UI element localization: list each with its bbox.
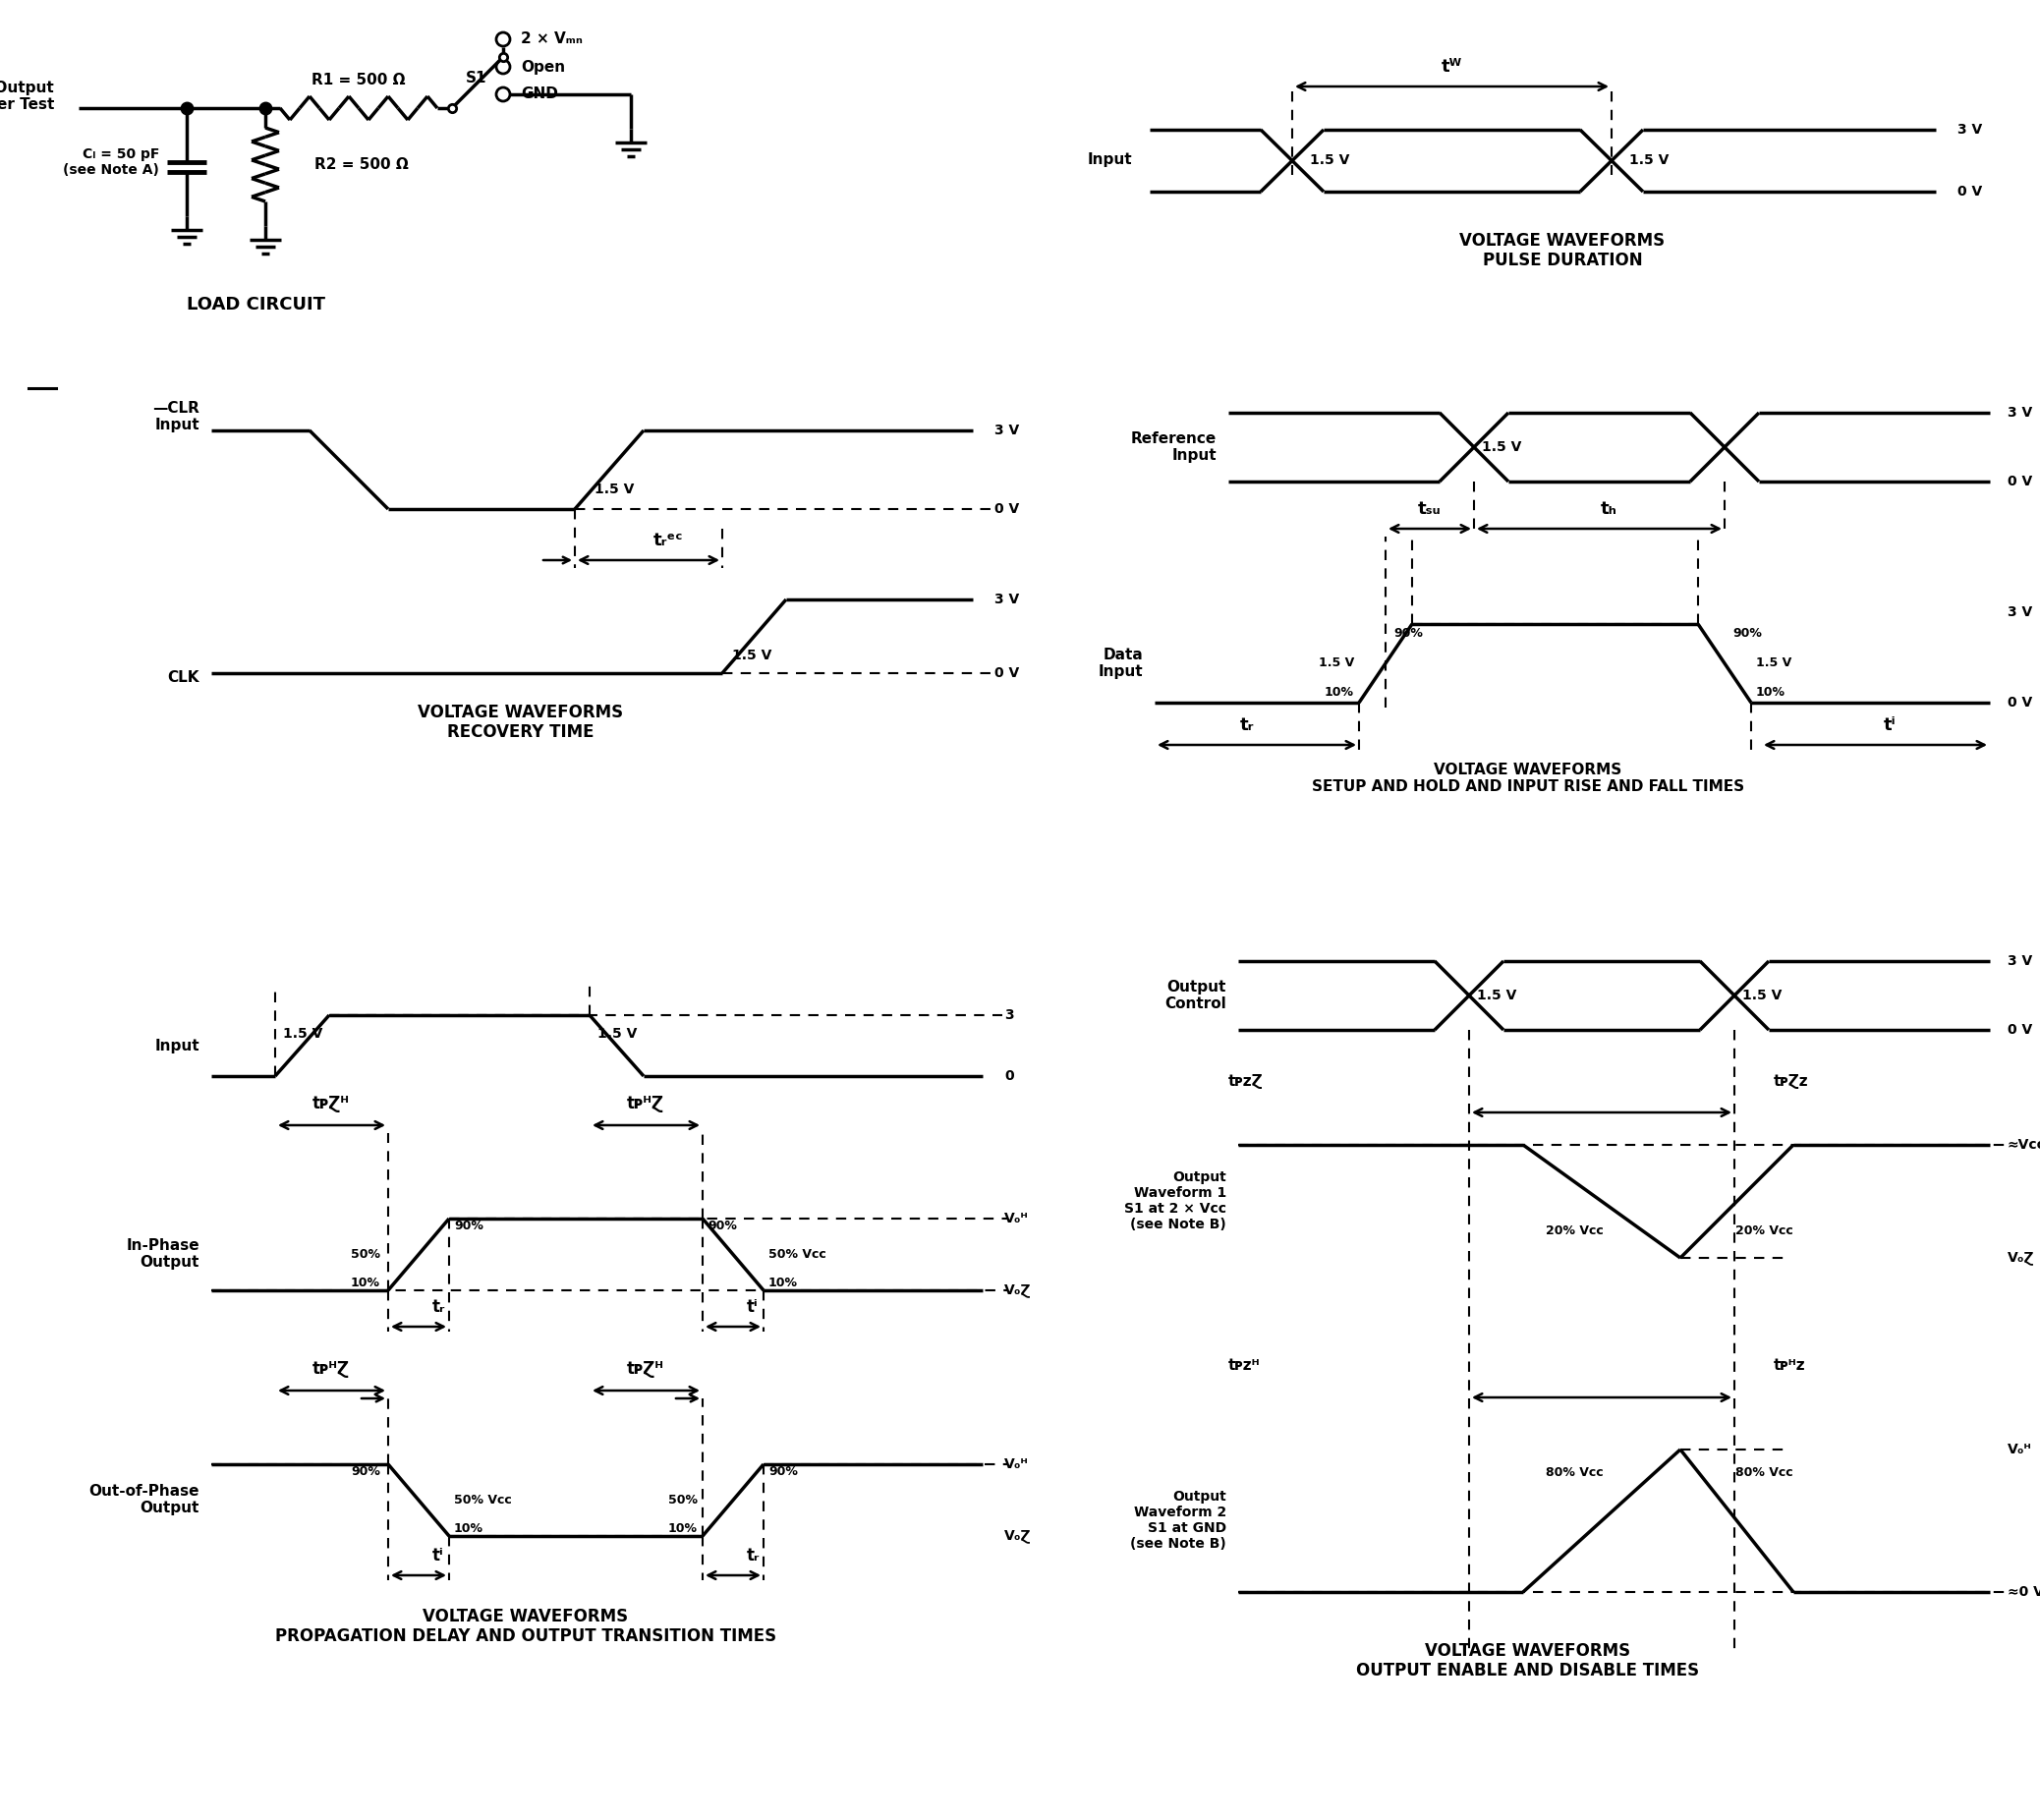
- Text: tᴘᴴᴢ: tᴘᴴᴢ: [1773, 1358, 1805, 1374]
- Text: ≈Vᴄᴄ: ≈Vᴄᴄ: [2007, 1138, 2040, 1152]
- Text: 1.5 V: 1.5 V: [1481, 440, 1522, 453]
- Text: tᵂ: tᵂ: [1440, 58, 1463, 76]
- Text: tᴘᴴⱿ: tᴘᴴⱿ: [312, 1360, 349, 1378]
- Text: tₛᵤ: tₛᵤ: [1418, 501, 1442, 519]
- Text: 1.5 V: 1.5 V: [1310, 153, 1350, 167]
- Text: tᵣ: tᵣ: [747, 1547, 759, 1565]
- Text: Input: Input: [155, 1037, 200, 1054]
- Text: 50%: 50%: [669, 1494, 698, 1507]
- Text: tᴘᴢᴴ: tᴘᴢᴴ: [1228, 1358, 1261, 1374]
- Text: VOLTAGE WAVEFORMS
OUTPUT ENABLE AND DISABLE TIMES: VOLTAGE WAVEFORMS OUTPUT ENABLE AND DISA…: [1357, 1642, 1699, 1680]
- Text: 0 V: 0 V: [1958, 186, 1983, 198]
- Text: tᴘⱿᴴ: tᴘⱿᴴ: [626, 1360, 665, 1378]
- Text: 90%: 90%: [1732, 628, 1763, 641]
- Text: Output
Waveform 1
S1 at 2 × Vᴄᴄ
(see Note B): Output Waveform 1 S1 at 2 × Vᴄᴄ (see Not…: [1124, 1170, 1226, 1232]
- Text: 1.5 V: 1.5 V: [1742, 988, 1781, 1003]
- Text: 50%: 50%: [351, 1249, 379, 1261]
- Text: S1: S1: [465, 71, 488, 86]
- Text: tᵣ: tᵣ: [1240, 717, 1255, 733]
- Text: Data
Input: Data Input: [1098, 648, 1142, 679]
- Text: VₒⱿ: VₒⱿ: [1004, 1283, 1032, 1298]
- Text: tⁱ: tⁱ: [432, 1547, 445, 1565]
- Text: VOLTAGE WAVEFORMS
SETUP AND HOLD AND INPUT RISE AND FALL TIMES: VOLTAGE WAVEFORMS SETUP AND HOLD AND INP…: [1312, 763, 1744, 794]
- Text: 10%: 10%: [669, 1523, 698, 1536]
- Text: 90%: 90%: [351, 1465, 379, 1478]
- Text: 90%: 90%: [769, 1465, 798, 1478]
- Text: tᴘᴴⱿ: tᴘᴴⱿ: [626, 1096, 665, 1112]
- Text: tⁱ: tⁱ: [747, 1298, 759, 1316]
- Text: Open: Open: [520, 60, 565, 75]
- Text: Cₗ = 50 pF
(see Note A): Cₗ = 50 pF (see Note A): [63, 147, 159, 177]
- Text: 1.5 V: 1.5 V: [732, 648, 771, 662]
- Text: 3: 3: [1004, 1008, 1014, 1023]
- Text: LOAD CIRCUIT: LOAD CIRCUIT: [186, 297, 324, 313]
- Text: 10%: 10%: [455, 1523, 483, 1536]
- Text: 10%: 10%: [769, 1278, 798, 1290]
- Text: 1.5 V: 1.5 V: [594, 482, 634, 497]
- Text: tᵣ: tᵣ: [432, 1298, 445, 1316]
- Text: tᴘⱿᴢ: tᴘⱿᴢ: [1773, 1074, 1809, 1088]
- Text: 20% Vᴄᴄ: 20% Vᴄᴄ: [1546, 1225, 1603, 1238]
- Text: 3 V: 3 V: [1958, 122, 1983, 136]
- Text: VₒⱿ: VₒⱿ: [2007, 1250, 2034, 1265]
- Text: 1.5 V: 1.5 V: [1630, 153, 1669, 167]
- Text: 50% Vᴄᴄ: 50% Vᴄᴄ: [769, 1249, 826, 1261]
- Text: 10%: 10%: [1324, 686, 1355, 699]
- Text: VₒⱿ: VₒⱿ: [1004, 1529, 1032, 1543]
- Text: 0 V: 0 V: [2007, 695, 2032, 710]
- Text: 80% Vᴄᴄ: 80% Vᴄᴄ: [1736, 1467, 1793, 1480]
- Text: tₕ: tₕ: [1599, 501, 1618, 519]
- Text: 90%: 90%: [1393, 628, 1422, 641]
- Text: 50% Vᴄᴄ: 50% Vᴄᴄ: [455, 1494, 512, 1507]
- Text: 20% Vᴄᴄ: 20% Vᴄᴄ: [1734, 1225, 1793, 1238]
- Text: 0: 0: [1004, 1068, 1014, 1083]
- Text: Vₒᴴ: Vₒᴴ: [1004, 1212, 1028, 1225]
- Text: R1 = 500 Ω: R1 = 500 Ω: [312, 73, 406, 87]
- Text: tᴘⱿᴴ: tᴘⱿᴴ: [312, 1096, 349, 1112]
- Text: Vₒᴴ: Vₒᴴ: [2007, 1443, 2032, 1456]
- Text: tᵣᵉᶜ: tᵣᵉᶜ: [653, 531, 683, 550]
- Text: Output
Control: Output Control: [1165, 979, 1226, 1012]
- Text: R2 = 500 Ω: R2 = 500 Ω: [314, 158, 408, 173]
- Text: In-Phase
Output: In-Phase Output: [126, 1238, 200, 1270]
- Text: 90%: 90%: [708, 1219, 736, 1232]
- Text: 0 V: 0 V: [2007, 475, 2032, 488]
- Text: 1.5 V: 1.5 V: [284, 1026, 322, 1041]
- Text: —CLR
Input: —CLR Input: [153, 400, 200, 433]
- Text: 0 V: 0 V: [993, 502, 1020, 515]
- Text: From Output
Under Test: From Output Under Test: [0, 80, 53, 113]
- Text: 90%: 90%: [455, 1219, 483, 1232]
- Text: 3 V: 3 V: [993, 424, 1020, 437]
- Text: 3 V: 3 V: [2007, 606, 2032, 619]
- Text: 3 V: 3 V: [2007, 954, 2032, 968]
- Text: GND: GND: [520, 87, 559, 102]
- Text: VOLTAGE WAVEFORMS
RECOVERY TIME: VOLTAGE WAVEFORMS RECOVERY TIME: [418, 703, 624, 741]
- Text: 1.5 V: 1.5 V: [598, 1026, 636, 1041]
- Text: Reference
Input: Reference Input: [1130, 431, 1216, 462]
- Text: Vₒᴴ: Vₒᴴ: [1004, 1458, 1028, 1471]
- Text: Out-of-Phase
Output: Out-of-Phase Output: [90, 1483, 200, 1516]
- Text: 3 V: 3 V: [2007, 406, 2032, 420]
- Text: 10%: 10%: [351, 1278, 379, 1290]
- Text: 2 × Vₘₙ: 2 × Vₘₙ: [520, 33, 583, 47]
- Text: tᴘᴢⱿ: tᴘᴢⱿ: [1228, 1074, 1263, 1088]
- Text: 1.5 V: 1.5 V: [1318, 657, 1355, 670]
- Text: tⁱ: tⁱ: [1883, 717, 1895, 733]
- Text: CLK: CLK: [167, 672, 200, 686]
- Text: 10%: 10%: [1756, 686, 1785, 699]
- Text: 1.5 V: 1.5 V: [1756, 657, 1791, 670]
- Text: 0 V: 0 V: [993, 666, 1020, 681]
- Text: VOLTAGE WAVEFORMS
PROPAGATION DELAY AND OUTPUT TRANSITION TIMES: VOLTAGE WAVEFORMS PROPAGATION DELAY AND …: [275, 1607, 777, 1645]
- Text: 0 V: 0 V: [2007, 1023, 2032, 1037]
- Text: Output
Waveform 2
S1 at GND
(see Note B): Output Waveform 2 S1 at GND (see Note B): [1130, 1489, 1226, 1551]
- Text: VOLTAGE WAVEFORMS
PULSE DURATION: VOLTAGE WAVEFORMS PULSE DURATION: [1461, 231, 1665, 269]
- Text: 3 V: 3 V: [993, 593, 1020, 606]
- Text: 80% Vᴄᴄ: 80% Vᴄᴄ: [1546, 1467, 1603, 1480]
- Text: Input: Input: [1087, 153, 1132, 167]
- Text: 1.5 V: 1.5 V: [1477, 988, 1516, 1003]
- Text: ≈0 V: ≈0 V: [2007, 1585, 2040, 1600]
